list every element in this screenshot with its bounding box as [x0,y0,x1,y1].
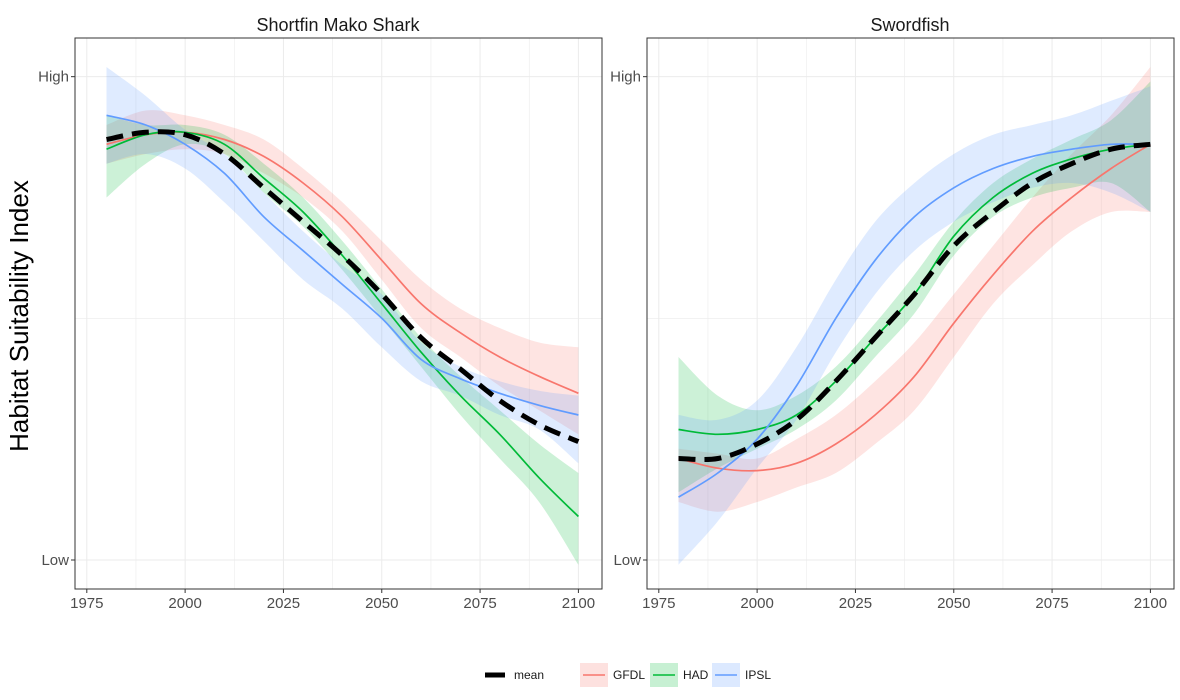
legend-label-had: HAD [683,668,709,682]
panel-border [74,37,603,590]
y-tick-label: Low [41,552,69,569]
y-tick-label: High [38,69,69,86]
plot-background [647,38,1174,589]
series-line-ipsl [106,114,579,416]
x-tick-label: 1975 [642,595,675,612]
x-tick-label: 2075 [1035,595,1068,612]
legend-item-mean: mean [485,668,544,682]
ribbon-gfdl [106,110,579,435]
x-tick-label: 2000 [740,595,773,612]
panel-title: Shortfin Mako Shark [256,15,420,35]
x-tick-label: 1975 [70,595,103,612]
legend-item-had: HAD [650,663,709,687]
panel-border [646,37,1175,590]
legend-label-ipsl: IPSL [745,668,771,682]
series-line-gfdl [678,143,1151,472]
y-tick-label: Low [613,552,641,569]
legend-label-gfdl: GFDL [613,668,645,682]
x-tick-label: 2100 [562,595,595,612]
legend: mean GFDL HAD IPSL [485,663,771,687]
x-tick-label: 2025 [267,595,300,612]
x-tick-label: 2100 [1134,595,1167,612]
y-tick-label: High [610,69,641,86]
x-tick-label: 2050 [937,595,970,612]
y-axis-label: Habitat Suitability Index [4,180,34,452]
legend-item-gfdl: GFDL [580,663,645,687]
series-line-ipsl [678,143,1151,498]
legend-item-ipsl: IPSL [712,663,771,687]
panel-swordfish: Swordfish 1975 2000 2025 2050 2075 2100 Low Hig… [610,15,1175,612]
panel-shortfin-mako-shark: Shortfin Mako Shark 1975 2000 2025 2050 2075… [38,15,603,612]
legend-label-mean: mean [514,668,544,682]
x-tick-label: 2050 [365,595,398,612]
x-tick-label: 2075 [463,595,496,612]
series-line-mean [106,129,580,444]
ribbon-ipsl [678,86,1151,565]
x-tick-label: 2025 [839,595,872,612]
ribbon-ipsl [106,67,579,464]
ribbon-had [678,81,1151,493]
series-line-mean [678,141,1151,463]
x-tick-label: 2000 [168,595,201,612]
panel-title: Swordfish [870,15,949,35]
